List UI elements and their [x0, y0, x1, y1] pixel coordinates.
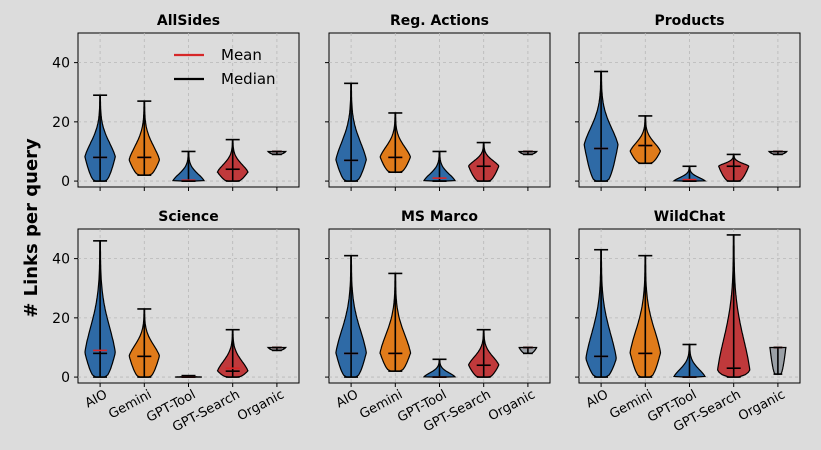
panel-title: Products	[654, 13, 724, 29]
panel-title: AllSides	[157, 13, 220, 29]
x-tick-label: Organic	[235, 387, 287, 424]
legend-label: Median	[221, 70, 276, 88]
y-tick-label: 20	[52, 311, 70, 327]
x-tick-label: AIO	[334, 387, 361, 411]
x-tick-label: AIO	[83, 387, 110, 411]
y-tick-label: 20	[52, 115, 70, 131]
y-tick-label: 40	[52, 252, 70, 268]
x-tick-label: Organic	[486, 387, 538, 424]
panel-title: Science	[158, 209, 218, 225]
panel-title: MS Marco	[401, 209, 478, 225]
y-axis-label: # Links per query	[21, 138, 42, 318]
y-tick-label: 0	[61, 370, 70, 386]
legend-label: Mean	[221, 46, 262, 64]
y-tick-label: 0	[61, 174, 70, 190]
panel-title: WildChat	[654, 209, 726, 225]
y-tick-label: 40	[52, 56, 70, 72]
x-tick-label: Organic	[736, 387, 788, 424]
panel-title: Reg. Actions	[390, 13, 489, 29]
x-tick-label: AIO	[584, 387, 611, 411]
